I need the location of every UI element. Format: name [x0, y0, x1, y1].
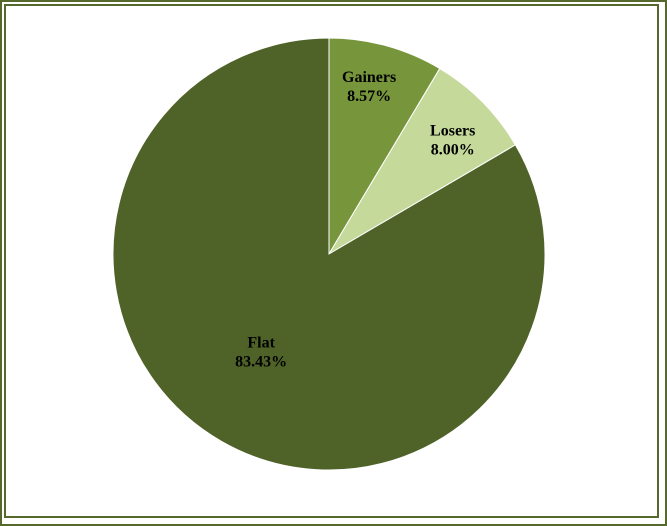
pie-slice-flat	[112, 37, 546, 471]
pie-label-value: 83.43%	[235, 354, 287, 371]
pie-label-gainers: Gainers 8.57%	[342, 69, 396, 105]
pie-label-losers: Losers 8.00%	[430, 123, 475, 159]
pie-label-value: 8.57%	[347, 88, 391, 105]
pie-label-category: Flat	[247, 335, 275, 352]
pie-labels: Gainers 8.57% Losers 8.00% Flat 83.43%	[235, 69, 475, 371]
pie-label-category: Gainers	[342, 69, 396, 86]
pie-label-value: 8.00%	[431, 142, 475, 159]
pie-label-category: Losers	[430, 123, 475, 140]
pie-slice-losers	[328, 67, 517, 255]
pie-slices	[112, 37, 546, 471]
pie-slice-gainers	[328, 37, 441, 256]
pie-label-flat: Flat 83.43%	[235, 335, 287, 371]
